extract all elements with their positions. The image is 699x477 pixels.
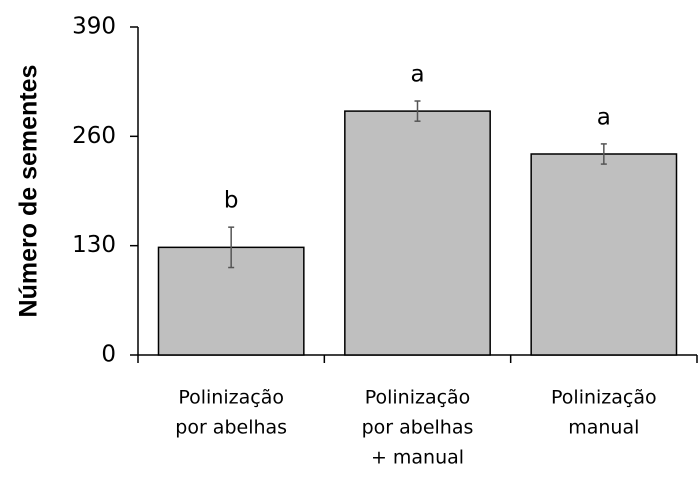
x-tick-label: por abelhas — [362, 417, 474, 439]
x-tick-label: Polinização — [365, 387, 471, 409]
bar — [344, 110, 491, 356]
error-bar — [600, 143, 607, 165]
x-tick-label: + manual — [371, 447, 464, 469]
x-tick-label: por abelhas — [175, 417, 287, 439]
annotation: a — [597, 104, 611, 130]
annotation: a — [410, 62, 424, 88]
y-tick-label: 260 — [72, 123, 116, 149]
annotation: b — [224, 188, 239, 214]
x-tick-label: Polinização — [551, 387, 657, 409]
bar — [530, 153, 678, 356]
error-bar — [228, 226, 235, 269]
y-tick-label: 0 — [101, 342, 116, 368]
error-bar — [414, 100, 421, 122]
x-tick-label: manual — [568, 417, 639, 439]
x-tick-label: Polinização — [178, 387, 284, 409]
y-tick-label: 130 — [72, 232, 116, 258]
y-tick-label: 390 — [72, 14, 116, 40]
y-axis-label: Número de sementes — [15, 65, 43, 318]
